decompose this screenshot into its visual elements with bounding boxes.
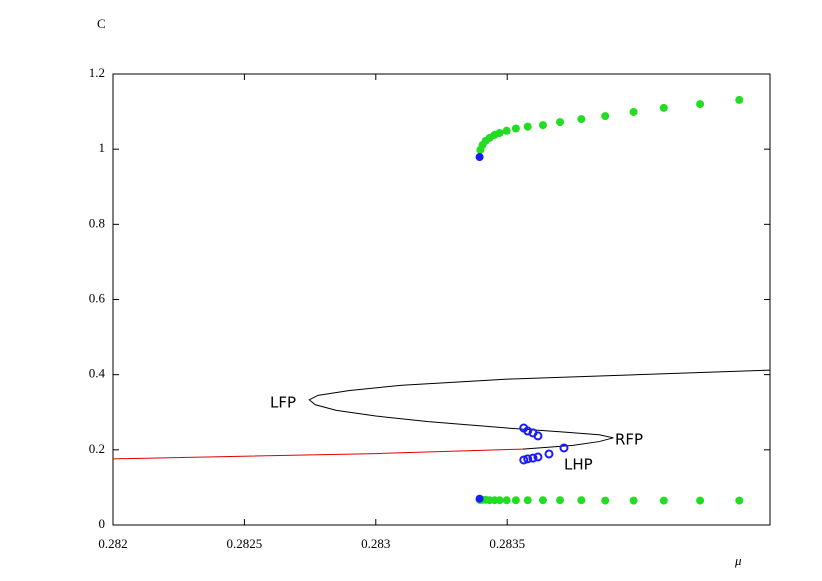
x-tick-label: 0.2825 bbox=[227, 536, 263, 551]
orbit-point bbox=[538, 121, 547, 130]
orbit-point bbox=[577, 496, 586, 505]
unstable-orbit-point bbox=[519, 455, 529, 465]
unstable-orbit-point bbox=[528, 453, 538, 463]
branch-line bbox=[308, 369, 771, 450]
annotation: LFP bbox=[270, 394, 296, 412]
orbit-point bbox=[475, 153, 484, 162]
orbit-point bbox=[556, 496, 565, 505]
orbit-point bbox=[523, 122, 532, 131]
orbit-point bbox=[735, 496, 744, 505]
orbit-point bbox=[502, 496, 511, 505]
unstable-orbit-point bbox=[559, 443, 569, 453]
orbit-point bbox=[601, 112, 610, 121]
y-tick-label: 0.2 bbox=[89, 441, 105, 456]
orbit-point bbox=[629, 107, 638, 116]
unstable-orbit-point bbox=[523, 454, 533, 464]
branch-line bbox=[112, 448, 523, 460]
y-tick-label: 0 bbox=[99, 516, 106, 531]
y-tick-label: 0.8 bbox=[89, 215, 105, 230]
unstable-orbit-point bbox=[544, 449, 554, 459]
unstable-orbit-point bbox=[533, 452, 543, 462]
unstable-orbit-point bbox=[523, 426, 533, 436]
y-axis-label: C bbox=[97, 16, 106, 31]
x-tick-label: 0.282 bbox=[98, 536, 127, 551]
y-tick-label: 0.6 bbox=[89, 290, 106, 305]
orbit-point bbox=[696, 496, 705, 505]
orbit-point bbox=[511, 496, 520, 505]
x-tick-label: 0.283 bbox=[361, 536, 390, 551]
orbit-point bbox=[601, 496, 610, 505]
orbit-point bbox=[629, 496, 638, 505]
y-tick-label: 1.2 bbox=[89, 65, 105, 80]
orbit-point bbox=[495, 496, 504, 505]
orbit-point bbox=[659, 103, 668, 112]
orbit-point bbox=[538, 496, 547, 505]
y-tick-label: 1 bbox=[99, 140, 106, 155]
orbit-point bbox=[696, 100, 705, 109]
orbit-point bbox=[511, 124, 520, 133]
y-tick-label: 0.4 bbox=[89, 366, 106, 381]
orbit-point bbox=[523, 496, 532, 505]
x-axis-label: μ bbox=[734, 553, 742, 568]
orbit-point bbox=[475, 494, 484, 503]
orbit-point bbox=[735, 95, 744, 104]
orbit-point bbox=[495, 129, 504, 138]
annotation: LHP bbox=[564, 456, 593, 474]
orbit-point bbox=[556, 118, 565, 127]
x-tick-label: 0.2835 bbox=[489, 536, 525, 551]
orbit-point bbox=[502, 126, 511, 135]
orbit-point bbox=[577, 115, 586, 124]
unstable-orbit-point bbox=[533, 431, 543, 441]
annotation: RFP bbox=[615, 431, 643, 449]
orbit-point bbox=[659, 496, 668, 505]
